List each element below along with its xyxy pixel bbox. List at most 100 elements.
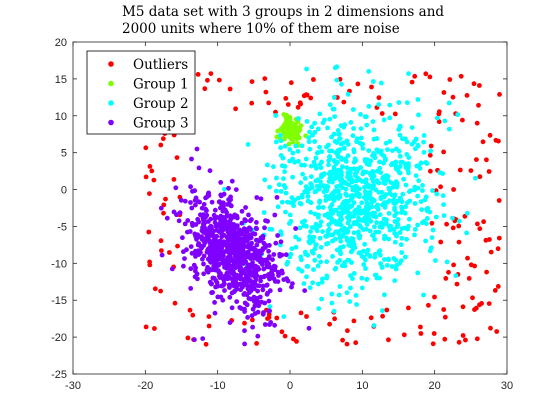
group-2-point <box>311 159 317 165</box>
group-2-point <box>421 139 426 145</box>
group-2-point <box>421 292 426 298</box>
group-2-point <box>317 200 322 205</box>
group-2-point <box>278 145 283 151</box>
group-2-point <box>370 79 376 84</box>
group-2-point <box>416 178 422 184</box>
group-2-point <box>307 146 313 152</box>
outliers-point <box>174 155 180 161</box>
group-2-point <box>441 213 447 219</box>
group-2-point <box>323 186 328 192</box>
group-2-point <box>356 192 362 198</box>
group-1-point <box>281 112 287 117</box>
group-2-point <box>418 199 424 205</box>
outliers-point <box>353 340 359 346</box>
outliers-point <box>492 288 498 293</box>
group-2-point <box>401 176 406 182</box>
group-3-point <box>306 325 312 331</box>
group-3-point <box>252 249 258 255</box>
group-3-point <box>284 276 289 281</box>
outliers-point <box>283 96 289 101</box>
group-3-point <box>214 215 220 220</box>
group-3-point <box>190 188 195 194</box>
outliers-point <box>227 86 233 92</box>
outliers-point <box>254 341 259 346</box>
group-2-point <box>287 147 293 152</box>
group-2-point <box>364 222 370 227</box>
group-2-point <box>264 162 270 168</box>
group-2-point <box>412 227 418 232</box>
chart-title-line-2: 2000 units where 10% of them are noise <box>122 21 400 37</box>
group-2-point <box>424 206 429 212</box>
group-2-point <box>440 193 446 199</box>
group-3-point <box>271 263 277 269</box>
group-2-point <box>324 241 329 247</box>
group-2-point <box>394 184 400 190</box>
group-2-point <box>393 257 399 263</box>
group-2-point <box>382 292 387 298</box>
group-2-point <box>311 267 316 272</box>
group-2-point <box>363 226 369 232</box>
outliers-point <box>473 305 479 311</box>
group-2-point <box>350 133 356 139</box>
group-2-point <box>282 143 288 149</box>
x-tick-label: -20 <box>137 380 153 392</box>
group-2-point <box>348 224 353 230</box>
group-2-point <box>345 220 351 226</box>
group-3-point <box>217 261 222 267</box>
group-2-point <box>366 162 372 168</box>
group-2-point <box>316 212 321 218</box>
group-2-point <box>296 158 301 164</box>
group-2-point <box>351 200 357 206</box>
group-2-point <box>361 255 367 260</box>
group-2-point <box>320 229 325 235</box>
group-2-point <box>403 254 408 260</box>
outliers-point <box>295 104 301 110</box>
group-2-point <box>378 196 384 202</box>
group-2-point <box>313 178 319 184</box>
group-3-point <box>267 243 272 248</box>
group-2-point <box>387 191 393 196</box>
outliers-point <box>479 301 484 306</box>
group-2-point <box>273 113 279 118</box>
group-3-point <box>243 218 249 224</box>
group-3-point <box>200 336 206 341</box>
group-2-point <box>338 245 343 250</box>
group-2-point <box>371 323 377 328</box>
x-tick-label: 10 <box>356 380 368 392</box>
group-2-point <box>318 245 324 250</box>
group-2-point <box>344 165 350 171</box>
group-2-point <box>310 280 316 286</box>
group-3-point <box>218 243 223 249</box>
group-2-point <box>364 277 370 282</box>
group-2-point <box>347 204 353 210</box>
group-3-point <box>236 258 242 263</box>
group-2-point <box>372 224 377 230</box>
outliers-point <box>159 248 164 254</box>
outliers-point <box>152 286 158 292</box>
group-2-point <box>307 129 312 135</box>
group-2-point <box>330 254 335 259</box>
group-3-point <box>264 283 269 288</box>
group-3-point <box>222 207 228 213</box>
y-tick-label: -15 <box>51 295 67 307</box>
group-3-point <box>260 283 266 289</box>
group-2-point <box>331 308 337 314</box>
group-3-point <box>256 303 262 309</box>
group-3-point <box>226 226 232 232</box>
group-2-point <box>281 314 287 319</box>
group-3-point <box>198 212 203 218</box>
group-3-point <box>260 287 266 293</box>
outliers-point <box>441 149 446 155</box>
group-2-point <box>348 170 353 175</box>
group-3-point <box>254 220 259 225</box>
outliers-point <box>380 313 385 319</box>
group-2-point <box>299 257 304 263</box>
outliers-point <box>249 100 255 106</box>
group-3-point <box>242 306 247 312</box>
group-2-point <box>273 188 279 194</box>
group-2-point <box>313 188 319 194</box>
group-2-point <box>382 181 388 186</box>
outliers-point <box>465 255 470 261</box>
group-2-point <box>293 244 299 250</box>
